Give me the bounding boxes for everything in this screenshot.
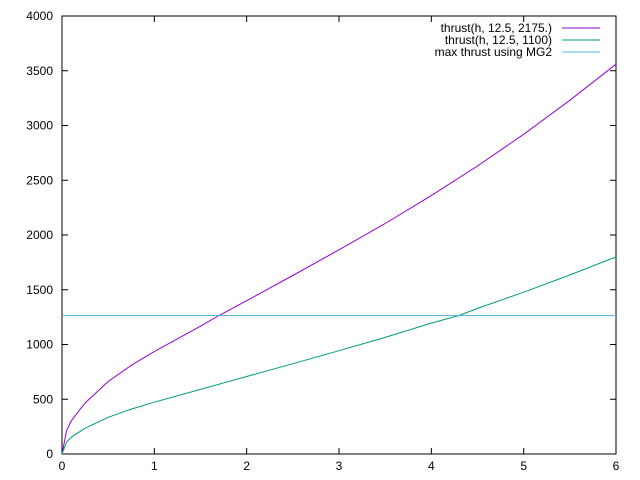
y-tick-label: 1500 [26, 283, 53, 297]
y-tick-label: 3000 [26, 119, 53, 133]
x-tick-label: 1 [151, 459, 158, 473]
legend-label-1: thrust(h, 12.5, 2175.) [441, 21, 552, 35]
series-lines [61, 63, 617, 455]
plot-border [61, 15, 617, 455]
legend-label-2: thrust(h, 12.5, 1100) [445, 33, 552, 47]
x-tick-label: 4 [428, 459, 435, 473]
y-tick-label: 2500 [26, 173, 53, 187]
y-tick-label: 4000 [26, 9, 53, 23]
x-tick-label: 0 [59, 459, 66, 473]
y-tick-label: 3500 [26, 64, 53, 78]
legend-label-3: max thrust using MG2 [435, 45, 553, 59]
axis-ticks: 0 1 2 3 4 5 6 0 500 1000 1500 2000 2500 3000 3500 4000 [26, 9, 619, 473]
y-tick-label: 0 [46, 447, 53, 461]
y-tick-label: 2000 [26, 228, 53, 242]
y-tick-label: 1000 [26, 338, 53, 352]
x-tick-label: 2 [243, 459, 250, 473]
x-tick-label: 6 [613, 459, 620, 473]
series-line-1 [61, 63, 617, 455]
x-tick-label: 3 [336, 459, 343, 473]
y-tick-label: 500 [33, 392, 53, 406]
legend: thrust(h, 12.5, 2175.)thrust(h, 12.5, 11… [435, 21, 600, 59]
x-tick-label: 5 [520, 459, 527, 473]
series-line-2 [61, 256, 617, 455]
